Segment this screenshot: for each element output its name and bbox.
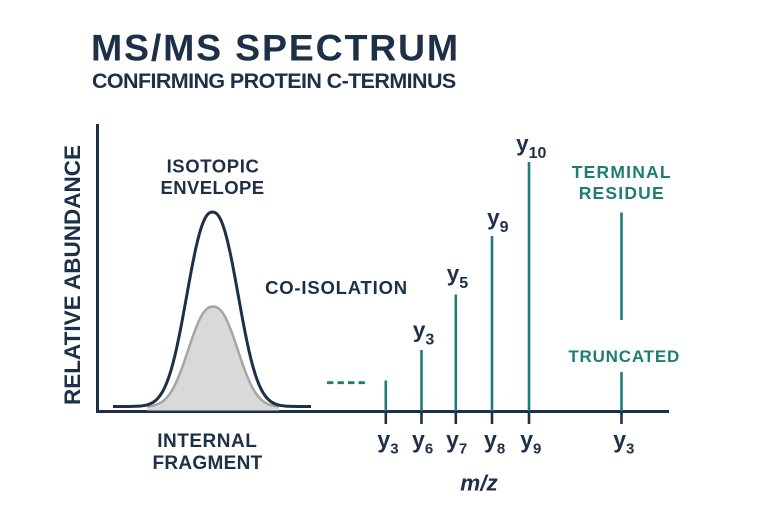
svg-text:TERMINAL: TERMINAL <box>572 162 672 182</box>
svg-text:ENVELOPE: ENVELOPE <box>161 177 265 198</box>
svg-text:TRUNCATED: TRUNCATED <box>568 347 680 366</box>
svg-text:INTERNAL: INTERNAL <box>157 431 257 452</box>
svg-text:CO-ISOLATION: CO-ISOLATION <box>265 277 408 298</box>
svg-text:ISOTOPIC: ISOTOPIC <box>167 156 260 177</box>
svg-text:CONFIRMING PROTEIN C-TERMINUS: CONFIRMING PROTEIN C-TERMINUS <box>92 69 456 93</box>
svg-text:FRAGMENT: FRAGMENT <box>152 453 262 474</box>
svg-text:m/z: m/z <box>460 471 498 496</box>
svg-text:RELATIVE ABUNDANCE: RELATIVE ABUNDANCE <box>60 145 85 405</box>
svg-text:MS/MS SPECTRUM: MS/MS SPECTRUM <box>91 27 460 69</box>
svg-text:RESIDUE: RESIDUE <box>579 183 665 203</box>
